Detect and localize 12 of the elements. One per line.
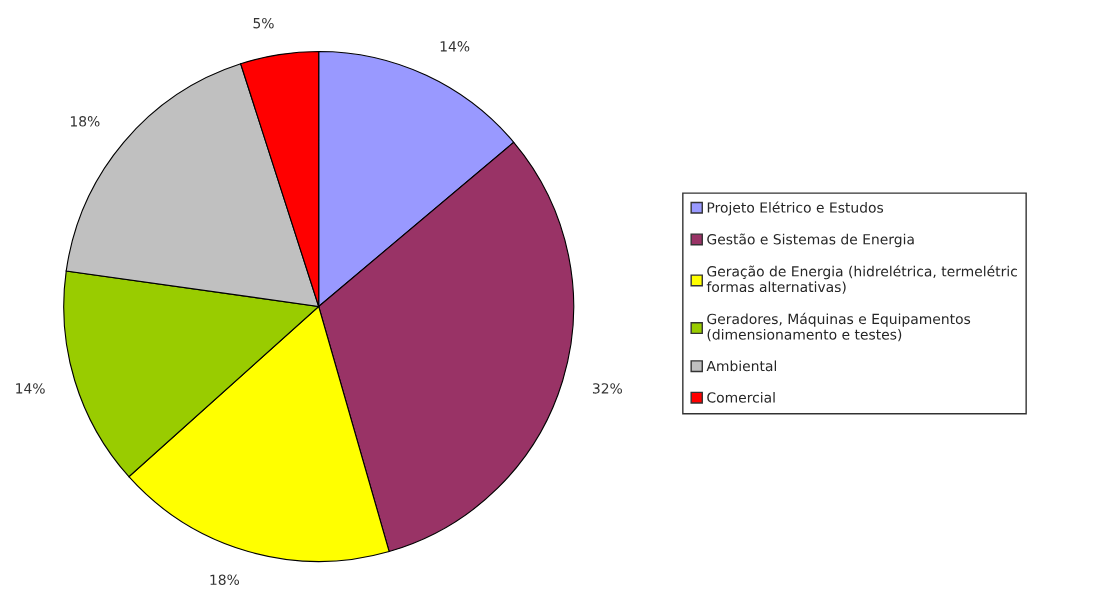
data-label: 14%: [16, 383, 45, 394]
legend-label: Gestão e Sistemas de Energia: [707, 233, 914, 248]
legend-label: Ambiental: [706, 360, 777, 372]
legend-label: Geradores, Máquinas e Equipamentos (dimensionamento e testes): [707, 312, 971, 342]
data-label: 32%: [592, 383, 622, 394]
data-label: 18%: [210, 574, 240, 585]
legend-label: Projeto Elétrico e Estudos: [707, 201, 884, 216]
data-label: 18%: [70, 116, 100, 127]
data-label: 14%: [440, 41, 470, 52]
legend-label: Comercial: [707, 391, 775, 403]
legend-label: Geração de Energia (hidrelétrica, termelétric formas alternativas): [706, 265, 1017, 294]
data-label: 5%: [253, 17, 274, 29]
